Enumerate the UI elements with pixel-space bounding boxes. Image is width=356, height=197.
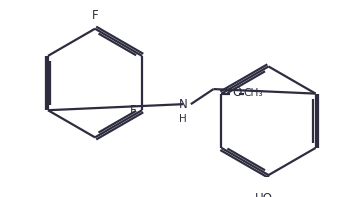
Text: H: H (179, 114, 187, 124)
Text: N: N (179, 98, 188, 111)
Text: O: O (232, 86, 241, 99)
Text: CH₃: CH₃ (244, 88, 263, 98)
Text: F: F (130, 104, 137, 117)
Text: F: F (92, 9, 98, 22)
Text: HO: HO (255, 192, 273, 197)
